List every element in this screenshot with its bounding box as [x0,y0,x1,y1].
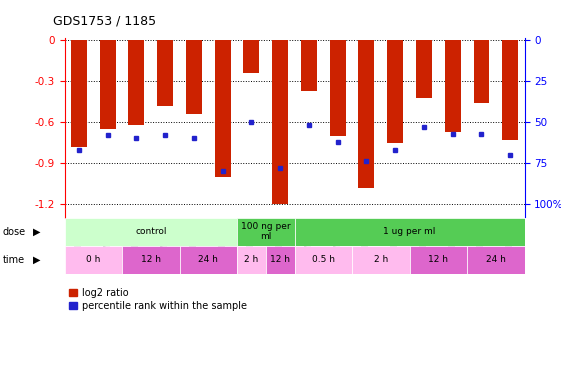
Text: 24 h: 24 h [486,255,505,264]
Bar [71,40,87,147]
Text: 2 h: 2 h [374,255,388,264]
Bar [473,40,489,103]
Text: 12 h: 12 h [428,255,448,264]
Text: 1 ug per ml: 1 ug per ml [383,227,436,236]
Text: 12 h: 12 h [141,255,161,264]
Bar [416,40,432,98]
Bar [295,217,525,246]
Bar [358,40,374,188]
Bar [100,40,116,129]
Bar [128,40,144,125]
Text: control: control [135,227,167,236]
Bar [266,246,295,274]
Bar [445,40,461,132]
Text: 2 h: 2 h [244,255,259,264]
Bar [237,217,295,246]
Bar [272,40,288,204]
Text: time: time [3,255,25,265]
Bar [330,40,346,136]
Text: 0.5 h: 0.5 h [312,255,335,264]
Bar [301,40,317,91]
Text: dose: dose [3,226,26,237]
Text: 0 h: 0 h [86,255,100,264]
Bar [65,217,237,246]
Legend: log2 ratio, percentile rank within the sample: log2 ratio, percentile rank within the s… [70,288,247,311]
Bar [122,246,180,274]
Bar [502,40,518,140]
Bar [295,246,352,274]
Bar [352,246,410,274]
Bar [186,40,202,114]
Bar [243,40,259,73]
Text: 100 ng per
ml: 100 ng per ml [241,222,291,241]
Bar [65,246,122,274]
Text: ▶: ▶ [33,255,40,265]
Bar [237,246,266,274]
Bar [157,40,173,106]
Text: 24 h: 24 h [199,255,218,264]
Bar [180,246,237,274]
Bar [467,246,525,274]
Text: 12 h: 12 h [270,255,290,264]
Bar [410,246,467,274]
Bar [387,40,403,142]
Text: ▶: ▶ [33,226,40,237]
Bar [215,40,231,177]
Text: GDS1753 / 1185: GDS1753 / 1185 [53,15,157,28]
